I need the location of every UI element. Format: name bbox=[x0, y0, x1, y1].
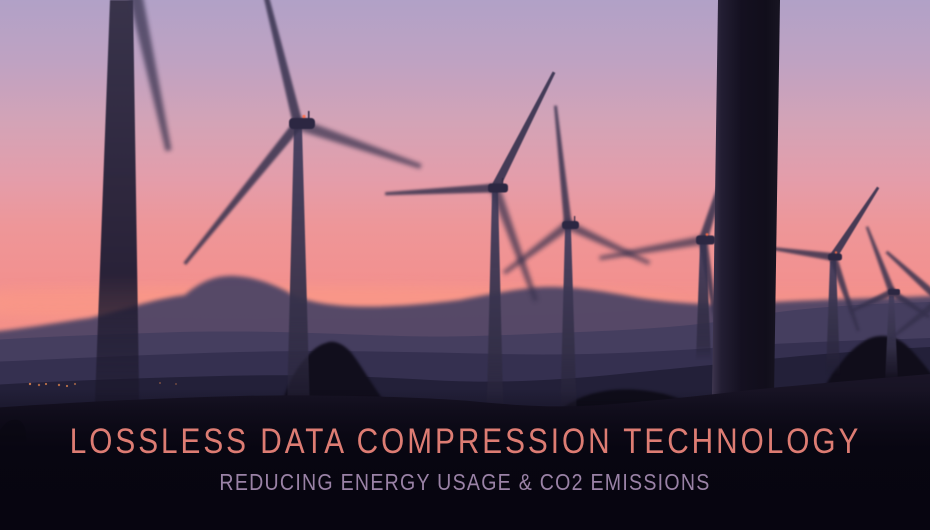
wind-turbine-right-edge bbox=[885, 250, 930, 339]
nacelle-light bbox=[705, 233, 709, 236]
wind-turbine-right-b bbox=[850, 226, 930, 382]
wind-turbine-main bbox=[183, 0, 422, 448]
wind-turbine-center bbox=[385, 71, 556, 440]
bottom-fade bbox=[0, 390, 930, 530]
village-lights bbox=[28, 382, 177, 388]
nacelle-light bbox=[302, 114, 306, 119]
nacelle-light bbox=[834, 251, 838, 254]
wind-turbine-left-foreground bbox=[93, 0, 172, 455]
